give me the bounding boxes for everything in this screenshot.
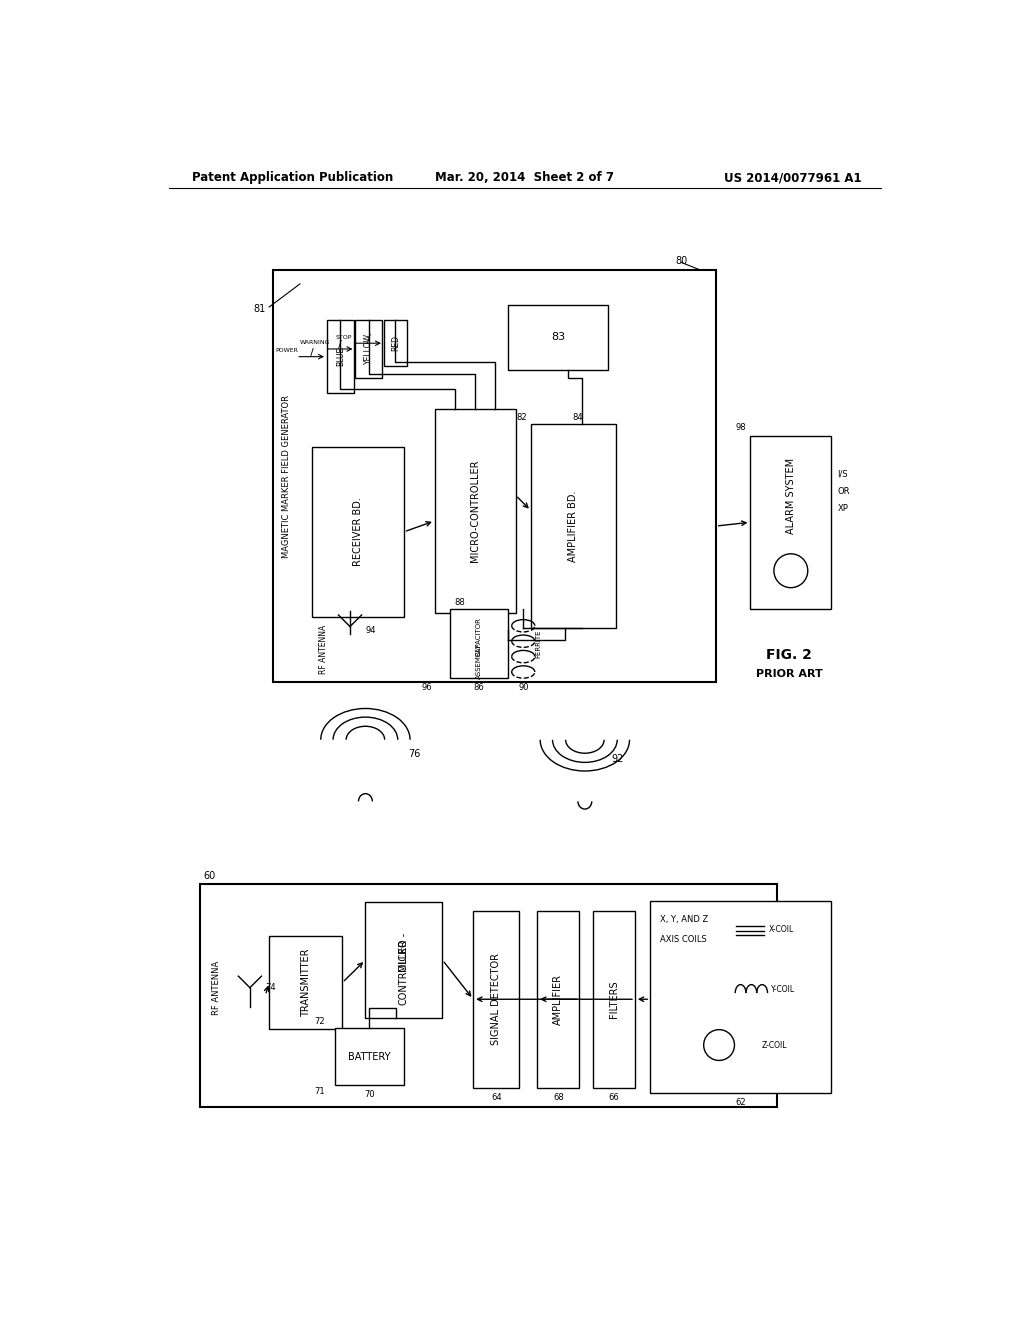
Text: 92: 92 <box>611 754 625 764</box>
Text: SIGNAL DETECTOR: SIGNAL DETECTOR <box>492 953 502 1045</box>
Text: BLUE: BLUE <box>336 347 345 367</box>
Text: MAGNETIC MARKER FIELD GENERATOR: MAGNETIC MARKER FIELD GENERATOR <box>283 395 292 557</box>
Text: RED: RED <box>391 335 400 351</box>
Text: PRIOR ART: PRIOR ART <box>756 669 822 680</box>
Bar <box>751 436 831 609</box>
Text: POWER: POWER <box>275 348 298 352</box>
Text: Patent Application Publication: Patent Application Publication <box>193 172 393 185</box>
Text: 68: 68 <box>553 1093 563 1101</box>
Text: Z-COIL: Z-COIL <box>762 1040 786 1049</box>
Text: 62: 62 <box>735 1098 746 1107</box>
Text: FIG. 2: FIG. 2 <box>766 648 812 663</box>
Text: AMPLIFIER: AMPLIFIER <box>553 974 563 1024</box>
Bar <box>335 1028 403 1085</box>
Text: 60: 60 <box>204 871 216 880</box>
Bar <box>384 321 407 367</box>
Text: MICRO-CONTROLLER: MICRO-CONTROLLER <box>470 459 480 562</box>
Bar <box>531 424 615 628</box>
Text: /: / <box>338 341 342 350</box>
Text: RECEIVER BD.: RECEIVER BD. <box>352 498 362 566</box>
Text: 66: 66 <box>608 1093 620 1101</box>
Text: WARNING: WARNING <box>300 341 331 346</box>
Bar <box>366 903 442 1018</box>
Text: I/S: I/S <box>838 469 848 478</box>
Text: FILTERS: FILTERS <box>608 981 618 1018</box>
Bar <box>538 911 580 1088</box>
Text: 72: 72 <box>314 1018 326 1026</box>
Text: RF ANTENNA: RF ANTENNA <box>212 961 221 1015</box>
Text: ALARM SYSTEM: ALARM SYSTEM <box>785 458 796 535</box>
Text: 74: 74 <box>265 983 275 993</box>
Text: RF ANTENNA: RF ANTENNA <box>318 626 328 675</box>
Text: 90: 90 <box>518 682 528 692</box>
Bar <box>451 609 508 678</box>
Text: 80: 80 <box>675 256 687 265</box>
Text: CAPACITOR: CAPACITOR <box>476 618 482 656</box>
Text: ASSEMBLY: ASSEMBLY <box>476 643 482 678</box>
Text: AMPLIFIER BD.: AMPLIFIER BD. <box>568 490 579 562</box>
Text: 81: 81 <box>253 304 265 314</box>
Text: AXIS COILS: AXIS COILS <box>659 935 707 944</box>
Text: X, Y, AND Z: X, Y, AND Z <box>659 916 708 924</box>
Text: 88: 88 <box>454 598 465 607</box>
Text: TRANSMITTER: TRANSMITTER <box>301 949 310 1016</box>
Bar <box>269 936 342 1028</box>
Text: 96: 96 <box>422 682 432 692</box>
Text: 98: 98 <box>736 424 746 433</box>
Text: 64: 64 <box>490 1093 502 1101</box>
Text: STOP: STOP <box>336 334 352 339</box>
Bar <box>508 305 608 370</box>
Bar <box>200 884 777 1107</box>
Text: MICRO -: MICRO - <box>399 933 409 972</box>
Bar <box>273 271 716 682</box>
Text: BATTERY: BATTERY <box>348 1052 390 1061</box>
Text: XP: XP <box>838 504 848 513</box>
Text: 76: 76 <box>408 748 420 759</box>
Text: CONTROLLER: CONTROLLER <box>399 939 409 1005</box>
Text: US 2014/0077961 A1: US 2014/0077961 A1 <box>724 172 862 185</box>
Text: OR: OR <box>838 487 850 495</box>
Text: 94: 94 <box>366 626 376 635</box>
Bar <box>327 321 354 393</box>
Text: FERRITE: FERRITE <box>536 630 542 657</box>
Bar <box>593 911 635 1088</box>
Text: 86: 86 <box>474 682 484 692</box>
Text: Y-COIL: Y-COIL <box>771 985 796 994</box>
Text: 84: 84 <box>572 413 583 422</box>
Text: X-COIL: X-COIL <box>769 925 795 933</box>
Text: 83: 83 <box>551 333 565 342</box>
Bar <box>650 900 831 1093</box>
Text: 70: 70 <box>364 1090 375 1100</box>
Text: Mar. 20, 2014  Sheet 2 of 7: Mar. 20, 2014 Sheet 2 of 7 <box>435 172 614 185</box>
Bar <box>311 447 403 616</box>
Text: 71: 71 <box>314 1088 326 1096</box>
Bar <box>473 911 519 1088</box>
Text: /: / <box>367 334 371 345</box>
Bar <box>355 321 382 378</box>
Text: YELLOW: YELLOW <box>365 334 374 364</box>
Text: 82: 82 <box>516 413 527 422</box>
Text: /: / <box>309 348 313 358</box>
Bar <box>435 409 515 612</box>
